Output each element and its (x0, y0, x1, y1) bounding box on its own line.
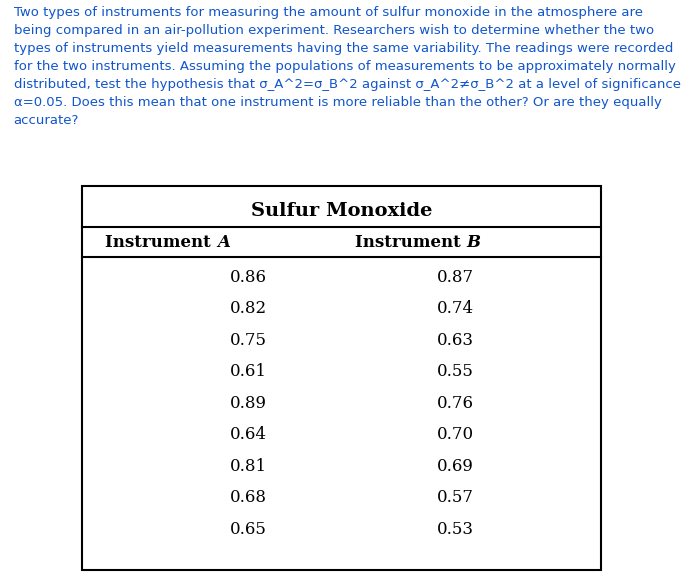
Text: B: B (466, 234, 480, 251)
Text: 0.81: 0.81 (229, 458, 266, 475)
Text: 0.55: 0.55 (437, 363, 474, 380)
Text: 0.53: 0.53 (437, 521, 474, 538)
Text: Instrument: Instrument (354, 234, 466, 251)
Text: 0.70: 0.70 (437, 426, 474, 443)
Text: 0.61: 0.61 (229, 363, 266, 380)
Text: 0.63: 0.63 (437, 332, 474, 349)
Text: 0.89: 0.89 (229, 395, 266, 412)
Text: 0.68: 0.68 (229, 489, 266, 506)
Text: Instrument: Instrument (105, 234, 217, 251)
Text: A: A (217, 234, 229, 251)
Text: 0.75: 0.75 (229, 332, 266, 349)
Text: Sulfur Monoxide: Sulfur Monoxide (251, 201, 432, 219)
Text: 0.82: 0.82 (229, 300, 266, 317)
Text: 0.64: 0.64 (229, 426, 266, 443)
Text: Two types of instruments for measuring the amount of sulfur monoxide in the atmo: Two types of instruments for measuring t… (14, 6, 681, 127)
Text: 0.76: 0.76 (437, 395, 474, 412)
Text: 0.65: 0.65 (229, 521, 266, 538)
Text: 0.87: 0.87 (437, 269, 474, 286)
Text: 0.69: 0.69 (437, 458, 474, 475)
Text: 0.86: 0.86 (229, 269, 266, 286)
Text: 0.57: 0.57 (437, 489, 474, 506)
Text: 0.74: 0.74 (437, 300, 474, 317)
